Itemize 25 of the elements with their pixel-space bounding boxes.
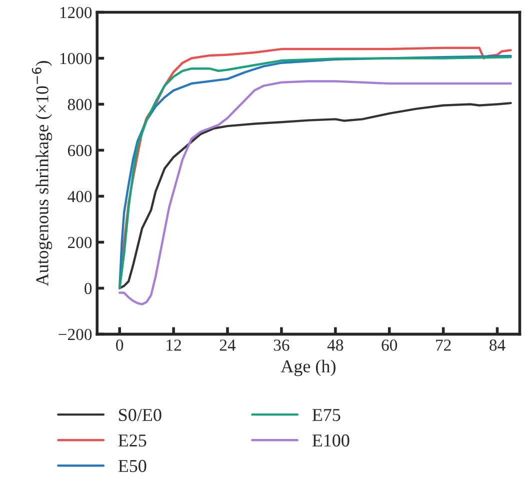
x-tick-label: 24 bbox=[220, 340, 236, 351]
x-tick-label: 48 bbox=[327, 340, 344, 351]
x-tick-label: 12 bbox=[166, 340, 181, 351]
y-tick-label: 1200 bbox=[60, 6, 92, 18]
legend-label: E100 bbox=[312, 434, 350, 447]
x-tick-label: 0 bbox=[116, 340, 124, 351]
y-tick-label: 400 bbox=[68, 190, 92, 202]
y-tick-label: 600 bbox=[68, 144, 92, 156]
x-tick-label: 60 bbox=[382, 340, 398, 351]
y-tick-label: 800 bbox=[68, 98, 92, 110]
legend-label: E25 bbox=[118, 434, 146, 447]
y-axis-title: Autogenous shrinkage (×10$^{−6}$) bbox=[32, 60, 52, 286]
x-axis-title: Age (h) bbox=[280, 360, 336, 376]
line-series bbox=[118, 80, 512, 306]
x-tick-label: 72 bbox=[436, 340, 451, 351]
legend-label: S0/E0 bbox=[119, 408, 162, 422]
x-tick-label: 36 bbox=[274, 340, 290, 351]
legend-label: E50 bbox=[118, 460, 146, 472]
y-tick-label: 200 bbox=[68, 236, 92, 248]
y-tick-label: 0 bbox=[84, 282, 92, 294]
y-tick-label: −200 bbox=[58, 328, 92, 340]
line-series bbox=[118, 102, 512, 290]
legend-label: E75 bbox=[312, 409, 340, 422]
x-tick-label: 84 bbox=[490, 340, 506, 351]
y-tick-label: 1000 bbox=[60, 52, 92, 64]
